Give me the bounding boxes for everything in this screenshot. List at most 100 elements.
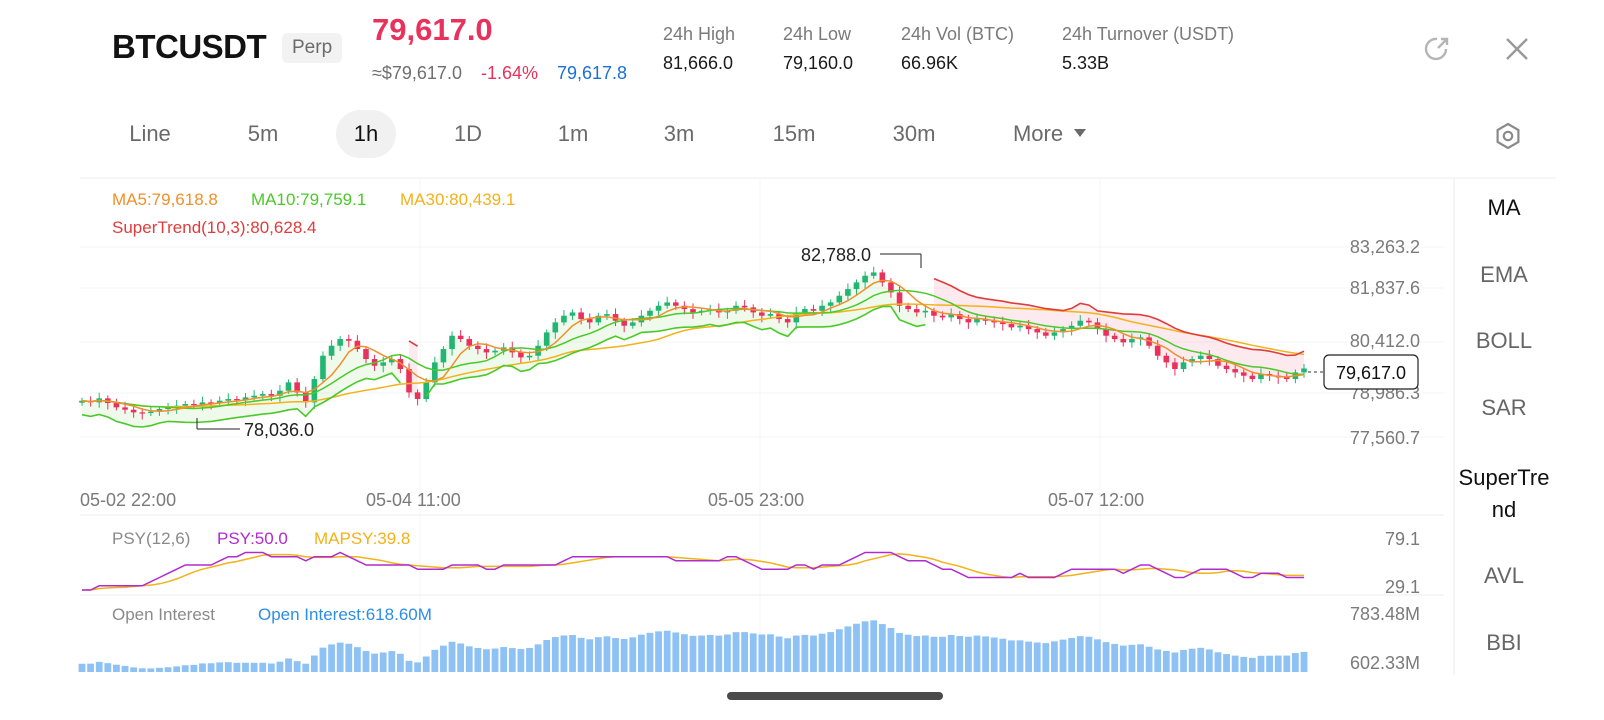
oi-bar [655, 631, 662, 672]
oi-bar [526, 647, 533, 672]
y-tick-label: 80,412.0 [1350, 331, 1420, 351]
oi-bar [500, 647, 508, 672]
oi-bar [388, 651, 396, 672]
y-tick-label: 77,560.7 [1350, 428, 1420, 448]
oi-bar [663, 630, 671, 672]
oi-bar [853, 623, 860, 672]
candle [836, 295, 843, 303]
candle [1060, 329, 1066, 333]
oi-bar [612, 638, 619, 672]
oi-bar [1128, 644, 1136, 672]
candle [234, 399, 240, 401]
candle [922, 310, 929, 313]
tab-15m[interactable]: 15m [772, 121, 816, 146]
chevron-down-icon[interactable] [1073, 126, 1087, 144]
candle [784, 319, 791, 323]
oi-bar [637, 634, 645, 672]
oi-bar [336, 642, 344, 672]
oi-bar [1266, 655, 1273, 672]
indicator-supertrend[interactable]: SuperTre nd [1452, 462, 1556, 526]
indicator-supertrend-label-1: SuperTre [1458, 465, 1550, 490]
legend-ma5: MA5:79,618.8 [112, 190, 218, 209]
candle [182, 404, 189, 406]
candle [664, 302, 670, 306]
indicator-sar[interactable]: SAR [1481, 395, 1527, 420]
mapsy-line [82, 553, 1304, 591]
candle [853, 282, 860, 290]
oi-bar [293, 661, 301, 672]
current-price-tag [1323, 354, 1419, 390]
indicator-boll[interactable]: BOLL [1475, 328, 1533, 353]
share-icon[interactable] [1422, 34, 1452, 64]
indicator-bbi[interactable]: BBI [1486, 630, 1522, 655]
x-tick-label: 05-02 22:00 [80, 490, 176, 510]
ma10-line [81, 289, 1305, 410]
indicator-ema[interactable]: EMA [1480, 262, 1528, 287]
indicator-avl[interactable]: AVL [1484, 563, 1524, 588]
candle [759, 312, 765, 316]
tab-30m[interactable]: 30m [892, 121, 936, 146]
candle [604, 314, 610, 316]
oi-bar [319, 647, 327, 672]
oi-bar [78, 663, 86, 672]
legend-supertrend: SuperTrend(10,3):80,628.4 [112, 218, 317, 237]
candle [1111, 335, 1118, 340]
candle [810, 309, 817, 311]
close-icon[interactable] [1502, 34, 1532, 64]
settings-gear-icon[interactable] [1494, 122, 1522, 150]
oi-bar [517, 649, 525, 672]
tab-1h[interactable]: 1h [336, 110, 396, 158]
oi-bar [405, 660, 413, 672]
oi-bar [706, 634, 714, 672]
tab-1d[interactable]: 1D [453, 121, 483, 146]
oi-bar [818, 633, 826, 672]
tab-line[interactable]: Line [129, 121, 171, 146]
candle [1197, 355, 1204, 360]
candle [1154, 345, 1161, 356]
oi-bar [130, 667, 138, 672]
oi-bar [465, 646, 473, 672]
candle [931, 310, 937, 316]
candle [208, 402, 214, 404]
oi-bar [379, 652, 387, 672]
oi-bar [758, 634, 766, 672]
candle [492, 350, 498, 353]
tab-3m[interactable]: 3m [663, 121, 695, 146]
supertrend-area [82, 339, 401, 427]
tab-5m[interactable]: 5m [247, 121, 279, 146]
oi-bar [1180, 649, 1187, 672]
oi-bar [999, 638, 1007, 672]
oi-bar [1008, 640, 1015, 672]
candle [1103, 329, 1109, 336]
psy-name: PSY(12,6) [112, 529, 191, 548]
candle [974, 319, 980, 323]
candle [1077, 320, 1084, 326]
oi-bar [1291, 653, 1299, 672]
oi-bar [534, 644, 542, 672]
indicator-ma[interactable]: MA [1487, 195, 1521, 220]
stat-high-value: 81,666.0 [663, 53, 734, 73]
oi-bar [1051, 641, 1058, 672]
oi-bar [594, 637, 602, 672]
candle [380, 362, 386, 366]
perp-badge: Perp [282, 33, 343, 63]
oi-bar [672, 632, 680, 672]
oi-bar [302, 663, 310, 672]
candle [1000, 322, 1006, 325]
tab-1m[interactable]: 1m [557, 121, 589, 146]
candle [896, 292, 903, 306]
tab-more[interactable]: More [1012, 121, 1064, 146]
oi-bar [629, 637, 637, 672]
candle [870, 272, 877, 276]
oi-bar [276, 661, 284, 672]
stat-vol-label: 24h Vol (BTC) [901, 24, 1015, 44]
home-indicator[interactable] [727, 692, 943, 700]
candle [672, 302, 679, 306]
oi-bar [362, 651, 370, 672]
oi-bar [1197, 647, 1205, 672]
oi-bar [1085, 636, 1093, 672]
oi-bar [164, 667, 172, 672]
oi-bar [190, 664, 198, 672]
oi-name: Open Interest [112, 605, 216, 624]
